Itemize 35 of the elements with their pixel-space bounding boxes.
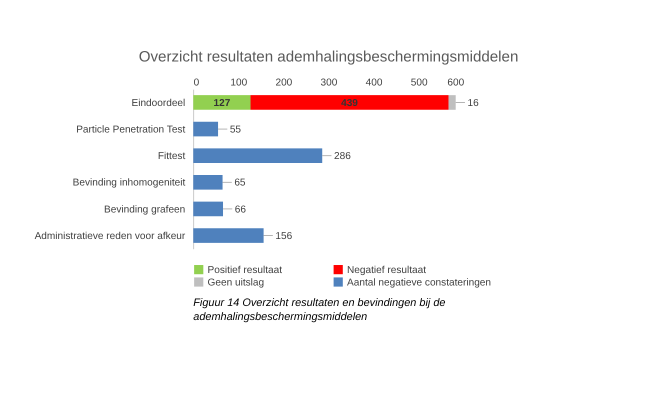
text: Figuur 14 Overzicht resultaten en bevindingen bij de ademhalingsbeschermingsmiddelen <box>193 296 446 324</box>
data-label: 439 <box>341 98 358 109</box>
x-tick-label: 500 <box>410 77 428 88</box>
data-label: 55 <box>230 124 242 136</box>
data-label: 156 <box>275 230 293 242</box>
y-tick-label: Bevinding inhomogeniteit <box>72 178 186 189</box>
x-tick-label: 0 <box>194 77 200 88</box>
x-tick-label: 100 <box>230 77 248 88</box>
legend-label: Geen uitslag <box>208 277 264 288</box>
bar <box>250 95 448 110</box>
bar <box>193 148 322 164</box>
bar <box>193 95 251 110</box>
chart-title: Overzicht resultaten ademhalingsbeschermingsmiddelen <box>138 48 518 66</box>
data-label: 65 <box>234 178 246 189</box>
x-tick-label: 300 <box>320 77 338 88</box>
y-tick-label: Bevinding grafeen <box>104 204 186 216</box>
bar <box>193 228 264 243</box>
y-tick-label: Eindoordeel <box>131 98 186 109</box>
bar <box>448 95 456 110</box>
data-label: 286 <box>334 151 352 162</box>
data-label: 16 <box>467 98 480 109</box>
bar <box>193 174 223 190</box>
x-tick-label: 400 <box>366 77 383 88</box>
y-tick-label: Administratieve reden voor afkeur <box>34 230 186 242</box>
y-tick-label: Particle Penetration Test <box>76 124 186 136</box>
x-tick-label: 200 <box>275 77 293 88</box>
x-tick-label: 600 <box>447 77 465 88</box>
y-tick-label: Fittest <box>158 151 186 162</box>
legend-label: Aantal negatieve constateringen <box>347 277 492 288</box>
bar <box>193 122 218 136</box>
data-label: 66 <box>234 204 246 216</box>
legend-label: Positief resultaat <box>208 264 282 276</box>
bar <box>193 202 224 216</box>
legend-label: Negatief resultaat <box>347 264 426 276</box>
data-label: 127 <box>213 98 231 109</box>
